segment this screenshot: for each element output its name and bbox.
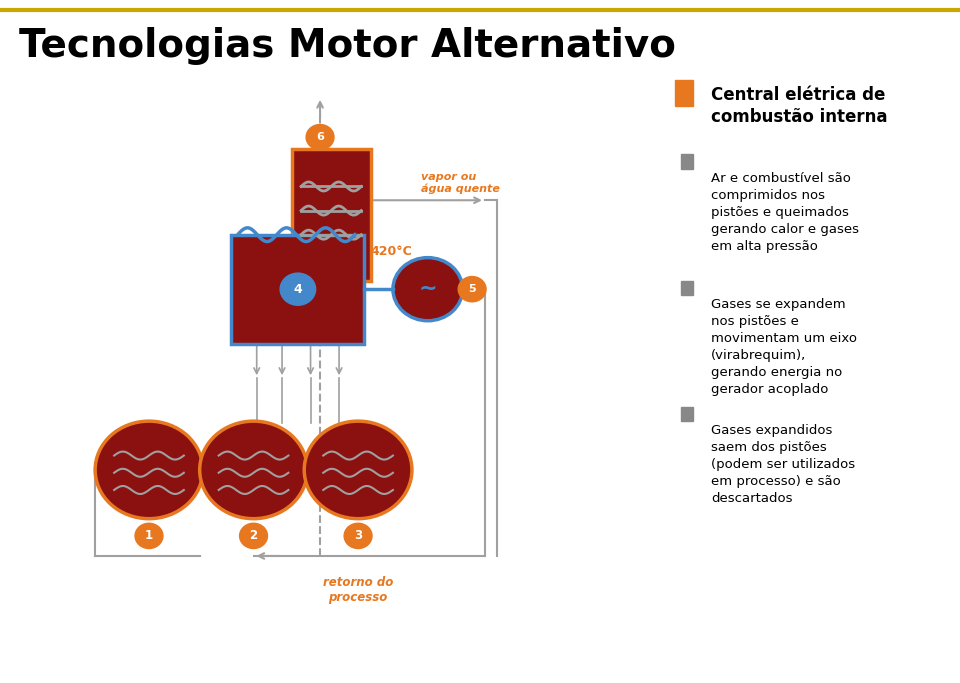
Circle shape <box>95 421 203 518</box>
Text: 5 - Gerador Elétrico: 5 - Gerador Elétrico <box>19 458 134 469</box>
Text: Central elétrica de
combustão interna: Central elétrica de combustão interna <box>711 85 888 126</box>
Circle shape <box>393 257 463 321</box>
Text: 4: 4 <box>294 283 302 296</box>
Text: 1: 1 <box>145 529 153 542</box>
Circle shape <box>458 277 486 302</box>
Text: do turbo-compressor: do turbo-compressor <box>19 399 154 408</box>
Circle shape <box>240 523 268 548</box>
Text: 4 – Motor: 4 – Motor <box>19 429 74 438</box>
Text: Gases expandidos
saem dos pistões
(podem ser utilizados
em processo) e são
desca: Gases expandidos saem dos pistões (podem… <box>711 424 855 505</box>
Circle shape <box>304 421 412 518</box>
Text: Combustível: Combustível <box>122 201 200 211</box>
Text: ~: ~ <box>419 279 437 299</box>
Circle shape <box>280 273 316 305</box>
Circle shape <box>200 421 307 518</box>
Text: 3: 3 <box>354 529 362 542</box>
Bar <box>682 407 693 421</box>
Circle shape <box>135 523 163 548</box>
Text: 2: 2 <box>250 529 257 542</box>
FancyBboxPatch shape <box>292 149 371 281</box>
Bar <box>682 154 693 169</box>
Text: retorno do
processo: retorno do processo <box>323 576 394 604</box>
Text: Gases
de exaustão: Gases de exaustão <box>253 97 329 119</box>
Text: 1 - Trocador de calor do óleo: 1 - Trocador de calor do óleo <box>19 309 188 319</box>
Bar <box>682 281 693 295</box>
Text: 2 - Trocador de calor da água: 2 - Trocador de calor da água <box>19 339 192 350</box>
Text: 6: 6 <box>316 132 324 142</box>
Text: Tecnologias Motor Alternativo: Tecnologias Motor Alternativo <box>19 27 676 66</box>
Circle shape <box>306 124 334 150</box>
Text: 3 - Trocador de calor: 3 - Trocador de calor <box>19 369 141 379</box>
Text: 6 - Caldeira de recuperação: 6 - Caldeira de recuperação <box>19 488 182 499</box>
Circle shape <box>344 523 372 548</box>
Text: vapor ou
água quente: vapor ou água quente <box>421 172 500 194</box>
Text: Ar e combustível são
comprimidos nos
pistões e queimados
gerando calor e gases
e: Ar e combustível são comprimidos nos pis… <box>711 171 859 253</box>
Text: 420°C: 420°C <box>371 245 413 258</box>
Text: 5: 5 <box>468 284 476 294</box>
Bar <box>676 80 693 106</box>
FancyBboxPatch shape <box>231 235 365 344</box>
Text: Gases se expandem
nos pistões e
movimentam um eixo
(virabrequim),
gerando energi: Gases se expandem nos pistões e moviment… <box>711 298 857 395</box>
